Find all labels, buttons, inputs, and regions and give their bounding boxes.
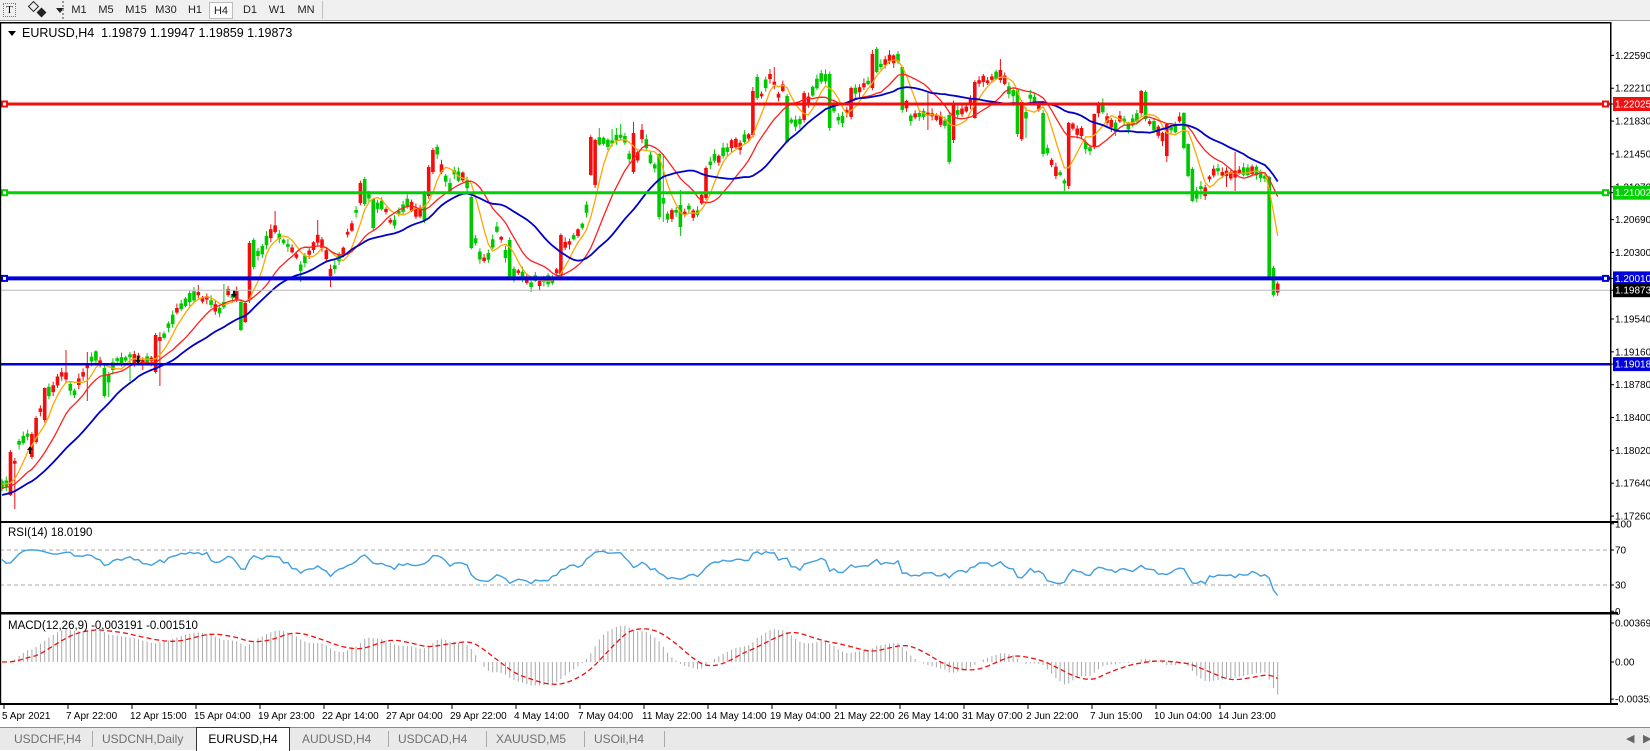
svg-text:RSI(14) 18.0190: RSI(14) 18.0190 [8,527,92,539]
svg-text:1.19018: 1.19018 [1615,360,1650,371]
svg-text:11 May 22:00: 11 May 22:00 [642,711,702,722]
svg-text:MACD(12,26,9) -0.003191 -0.001: MACD(12,26,9) -0.003191 -0.001510 [8,620,198,632]
svg-text:1.19873: 1.19873 [1615,286,1650,297]
svg-text:26 May 14:00: 26 May 14:00 [898,711,959,722]
svg-text:22 Apr 14:00: 22 Apr 14:00 [322,711,379,722]
svg-text:21 May 22:00: 21 May 22:00 [834,711,895,722]
svg-text:-0.00352: -0.00352 [1615,695,1650,706]
svg-text:2 Jun 22:00: 2 Jun 22:00 [1026,711,1079,722]
svg-text:10 Jun 04:00: 10 Jun 04:00 [1154,711,1212,722]
svg-text:1.20010: 1.20010 [1615,274,1650,285]
svg-text:100: 100 [1615,519,1632,530]
svg-text:0.003698: 0.003698 [1615,618,1650,629]
svg-text:31 May 07:00: 31 May 07:00 [962,711,1023,722]
svg-text:0.00: 0.00 [1615,658,1635,669]
svg-text:EURUSD,H4 1.19879 1.19947 1.1: EURUSD,H4 1.19879 1.19947 1.19859 1.1987… [22,26,292,40]
svg-text:1.19160: 1.19160 [1615,347,1650,358]
svg-text:29 Apr 22:00: 29 Apr 22:00 [450,711,507,722]
svg-text:1.22210: 1.22210 [1615,84,1650,95]
svg-text:19 May 04:00: 19 May 04:00 [770,711,831,722]
svg-text:19 Apr 23:00: 19 Apr 23:00 [258,711,315,722]
svg-text:14 Jun 23:00: 14 Jun 23:00 [1218,711,1276,722]
svg-text:1.20300: 1.20300 [1615,248,1650,259]
svg-text:1.18020: 1.18020 [1615,446,1650,457]
svg-text:1.18780: 1.18780 [1615,380,1650,391]
svg-text:1.22590: 1.22590 [1615,51,1650,62]
svg-text:1.21002: 1.21002 [1615,188,1650,199]
svg-text:1.20690: 1.20690 [1615,215,1650,226]
svg-text:1.18400: 1.18400 [1615,413,1650,424]
svg-text:7 Jun 15:00: 7 Jun 15:00 [1090,711,1143,722]
svg-text:1.21830: 1.21830 [1615,117,1650,128]
svg-text:1.19540: 1.19540 [1615,315,1650,326]
svg-text:7 May 04:00: 7 May 04:00 [578,711,633,722]
svg-text:15 Apr 04:00: 15 Apr 04:00 [194,711,251,722]
svg-text:30: 30 [1615,581,1627,592]
svg-text:1.17260: 1.17260 [1615,512,1650,523]
svg-text:70: 70 [1615,546,1627,557]
svg-text:1.21450: 1.21450 [1615,149,1650,160]
svg-text:4 May 14:00: 4 May 14:00 [514,711,569,722]
svg-text:1.17640: 1.17640 [1615,479,1650,490]
svg-text:7 Apr 22:00: 7 Apr 22:00 [66,711,118,722]
svg-text:27 Apr 04:00: 27 Apr 04:00 [386,711,443,722]
svg-text:1.22025: 1.22025 [1615,100,1650,111]
svg-text:5 Apr 2021: 5 Apr 2021 [2,711,51,722]
svg-text:12 Apr 15:00: 12 Apr 15:00 [130,711,187,722]
svg-text:0: 0 [1615,607,1621,618]
svg-text:14 May 14:00: 14 May 14:00 [706,711,767,722]
